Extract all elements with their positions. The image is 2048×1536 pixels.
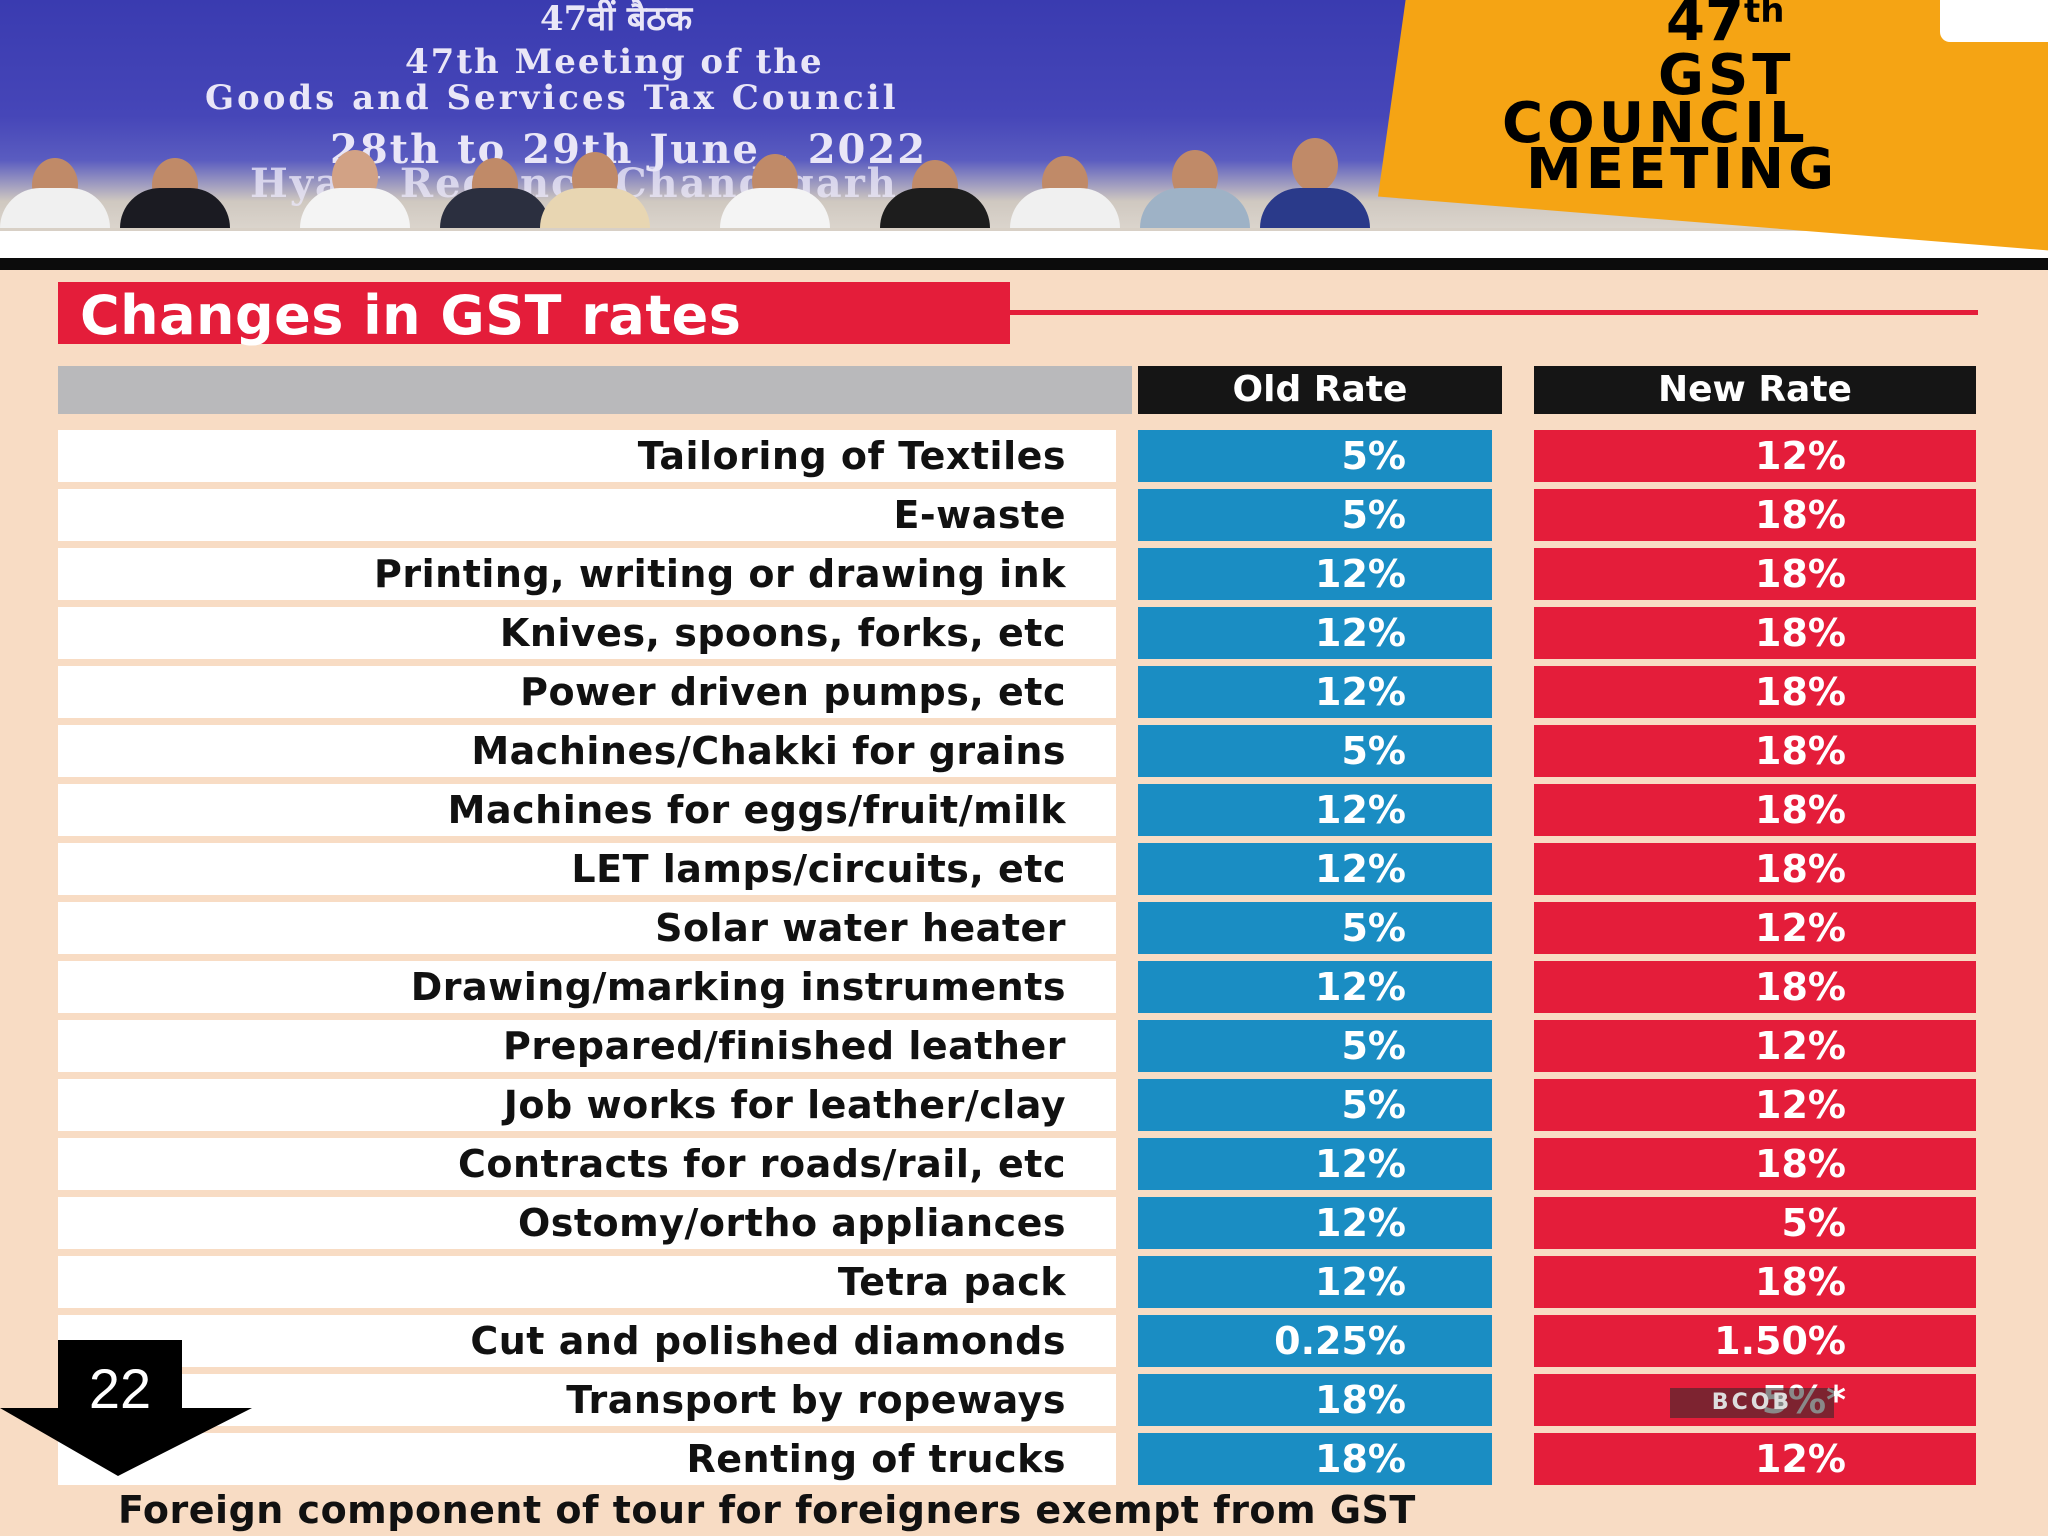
item-name: Job works for leather/clay — [58, 1079, 1116, 1131]
section-title: Changes in GST rates — [80, 284, 742, 347]
table-row: E-waste 5% 18% — [0, 489, 2048, 541]
page-number: 22 — [88, 1357, 152, 1420]
item-name: Printing, writing or drawing ink — [58, 548, 1116, 600]
table-row: Prepared/finished leather 5% 12% — [0, 1020, 2048, 1072]
item-name: Machines for eggs/fruit/milk — [58, 784, 1116, 836]
old-rate-cell: 12% — [1138, 607, 1492, 659]
item-name: Power driven pumps, etc — [58, 666, 1116, 718]
table-row: Printing, writing or drawing ink 12% 18% — [0, 548, 2048, 600]
new-rate-cell: 12% — [1534, 902, 1976, 954]
table-row: LET lamps/circuits, etc 12% 18% — [0, 843, 2048, 895]
old-rate-cell: 5% — [1138, 1020, 1492, 1072]
table-row: Contracts for roads/rail, etc 12% 18% — [0, 1138, 2048, 1190]
badge-line-meeting: MEETING — [1526, 137, 1839, 202]
badge-line-council: COUNCIL — [1502, 91, 1809, 156]
item-name: Machines/Chakki for grains — [58, 725, 1116, 777]
old-rate-cell: 0.25% — [1138, 1315, 1492, 1367]
table-row: Solar water heater 5% 12% — [0, 902, 2048, 954]
old-rate-cell: 12% — [1138, 843, 1492, 895]
old-rate-cell: 5% — [1138, 725, 1492, 777]
item-name: Renting of trucks — [58, 1433, 1116, 1485]
meeting-table — [0, 228, 2048, 258]
old-rate-cell: 12% — [1138, 666, 1492, 718]
old-rate-cell: 12% — [1138, 548, 1492, 600]
new-rate-cell: 18% — [1534, 843, 1976, 895]
old-rate-cell: 12% — [1138, 1256, 1492, 1308]
item-name: Tetra pack — [58, 1256, 1116, 1308]
new-rate-header: New Rate — [1534, 366, 1976, 414]
old-rate-cell: 12% — [1138, 1138, 1492, 1190]
watermark: BCOB — [1670, 1388, 1834, 1418]
badge-number-suffix: th — [1743, 0, 1785, 31]
old-rate-cell: 5% — [1138, 430, 1492, 482]
item-name: LET lamps/circuits, etc — [58, 843, 1116, 895]
old-rate-cell: 18% — [1138, 1374, 1492, 1426]
publisher-logo — [1940, 0, 2048, 42]
section-rule — [1010, 310, 1978, 315]
item-name: Ostomy/ortho appliances — [58, 1197, 1116, 1249]
item-name: Prepared/finished leather — [58, 1020, 1116, 1072]
badge-number: 47th — [1666, 0, 1784, 50]
banner-title-line-1: 47th Meeting of the — [405, 42, 824, 82]
new-rate-cell: 18% — [1534, 784, 1976, 836]
new-rate-cell: 18% — [1534, 607, 1976, 659]
item-name: Cut and polished diamonds — [58, 1315, 1116, 1367]
old-rate-cell: 5% — [1138, 489, 1492, 541]
item-name: Contracts for roads/rail, etc — [58, 1138, 1116, 1190]
new-rate-cell: 18% — [1534, 961, 1976, 1013]
item-name: Solar water heater — [58, 902, 1116, 954]
new-rate-cell: 18% — [1534, 666, 1976, 718]
table-row: Ostomy/ortho appliances 12% 5% — [0, 1197, 2048, 1249]
table-row: Tailoring of Textiles 5% 12% — [0, 430, 2048, 482]
section-heading: Changes in GST rates — [58, 282, 1010, 347]
divider-bar — [0, 258, 2048, 270]
item-name: E-waste — [58, 489, 1116, 541]
table-row: Power driven pumps, etc 12% 18% — [0, 666, 2048, 718]
new-rate-cell: 18% — [1534, 1256, 1976, 1308]
table-row: Renting of trucks 18% 12% — [0, 1433, 2048, 1485]
item-name: Transport by ropeways — [58, 1374, 1116, 1426]
footer-note: Foreign component of tour for foreigners… — [118, 1488, 1416, 1532]
table-row: Drawing/marking instruments 12% 18% — [0, 961, 2048, 1013]
banner-dates: 28th to 29th June , 2022 — [330, 126, 928, 173]
old-rate-cell: 5% — [1138, 902, 1492, 954]
table-row: Transport by ropeways 18% 5%* — [0, 1374, 2048, 1426]
new-rate-cell: 5% — [1534, 1197, 1976, 1249]
table-row: Cut and polished diamonds 0.25% 1.50% — [0, 1315, 2048, 1367]
table-row: Tetra pack 12% 18% — [0, 1256, 2048, 1308]
old-rate-header: Old Rate — [1138, 366, 1502, 414]
new-rate-cell: 18% — [1534, 548, 1976, 600]
table-header-item-column — [58, 366, 1132, 414]
new-rate-cell: 12% — [1534, 1079, 1976, 1131]
table-row: Machines for eggs/fruit/milk 12% 18% — [0, 784, 2048, 836]
old-rate-cell: 12% — [1138, 784, 1492, 836]
old-rate-cell: 18% — [1138, 1433, 1492, 1485]
table-row: Job works for leather/clay 5% 12% — [0, 1079, 2048, 1131]
new-rate-cell: 12% — [1534, 430, 1976, 482]
table-row: Knives, spoons, forks, etc 12% 18% — [0, 607, 2048, 659]
new-rate-cell: 1.50% — [1534, 1315, 1976, 1367]
new-rate-cell: 12% — [1534, 1433, 1976, 1485]
banner-title-line-2: Goods and Services Tax Council — [205, 78, 899, 118]
new-rate-cell: 12% — [1534, 1020, 1976, 1072]
item-name: Drawing/marking instruments — [58, 961, 1116, 1013]
old-rate-cell: 12% — [1138, 961, 1492, 1013]
page-arrow-icon — [0, 1340, 252, 1476]
item-name: Knives, spoons, forks, etc — [58, 607, 1116, 659]
banner-hindi-title: 47वीं बैठक — [540, 0, 693, 39]
old-rate-cell: 12% — [1138, 1197, 1492, 1249]
new-rate-cell: 18% — [1534, 725, 1976, 777]
old-rate-cell: 5% — [1138, 1079, 1492, 1131]
new-rate-cell: 18% — [1534, 489, 1976, 541]
item-name: Tailoring of Textiles — [58, 430, 1116, 482]
new-rate-cell: 18% — [1534, 1138, 1976, 1190]
badge-line-gst: GST — [1658, 43, 1795, 108]
table-row: Machines/Chakki for grains 5% 18% — [0, 725, 2048, 777]
